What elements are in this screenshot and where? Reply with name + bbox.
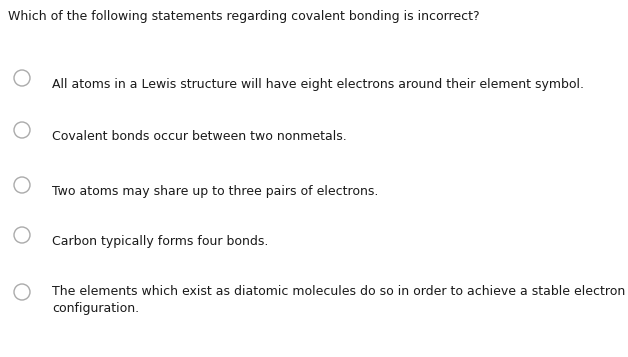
Text: Which of the following statements regarding covalent bonding is incorrect?: Which of the following statements regard… bbox=[8, 10, 480, 23]
Circle shape bbox=[14, 122, 30, 138]
Text: All atoms in a Lewis structure will have eight electrons around their element sy: All atoms in a Lewis structure will have… bbox=[52, 78, 584, 91]
Text: Covalent bonds occur between two nonmetals.: Covalent bonds occur between two nonmeta… bbox=[52, 130, 347, 143]
Circle shape bbox=[14, 177, 30, 193]
Text: Carbon typically forms four bonds.: Carbon typically forms four bonds. bbox=[52, 235, 268, 248]
Circle shape bbox=[14, 227, 30, 243]
Circle shape bbox=[14, 284, 30, 300]
Text: The elements which exist as diatomic molecules do so in order to achieve a stabl: The elements which exist as diatomic mol… bbox=[52, 285, 625, 315]
Circle shape bbox=[14, 70, 30, 86]
Text: Two atoms may share up to three pairs of electrons.: Two atoms may share up to three pairs of… bbox=[52, 185, 379, 198]
